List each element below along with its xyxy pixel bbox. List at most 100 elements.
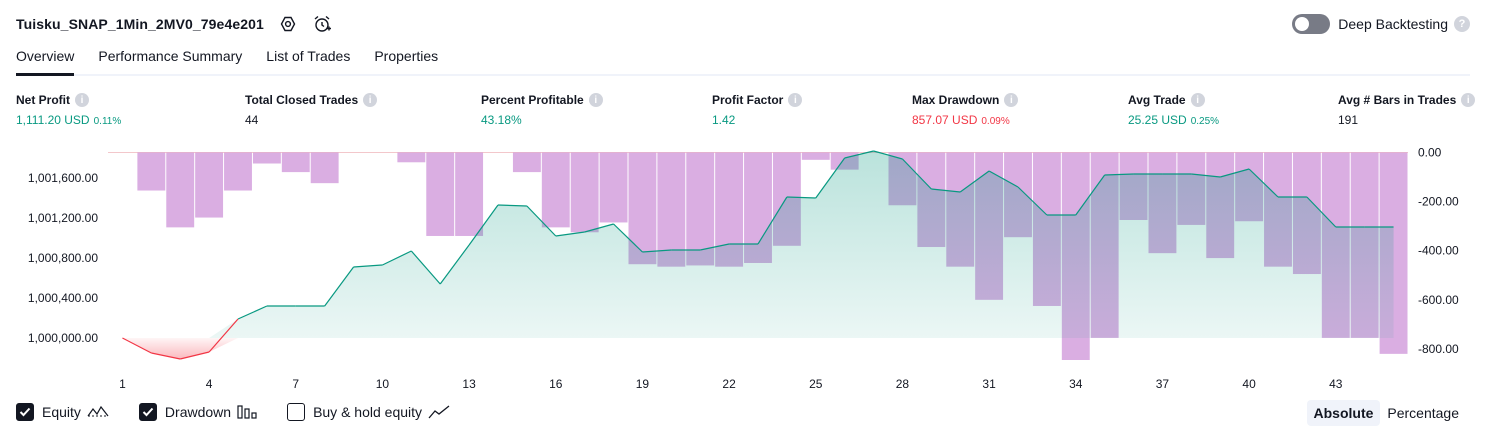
metric-value: 25.25 USD 0.25% [1128,113,1219,127]
drawdown-bar [166,152,195,228]
info-icon[interactable]: i [1461,93,1476,107]
toggle-knob [1295,17,1310,31]
equity-line-segment [584,223,614,233]
drawdown-bar [801,152,830,160]
equity-line-segment [642,249,672,253]
metric-avg-bars-in-trades: Avg # Bars in Trades i 191 [1338,93,1476,127]
absolute-button[interactable]: Absolute [1306,400,1381,426]
right-tick-label: -400.00 [1418,244,1459,258]
right-axis: 0.00 -200.00 -400.00 -600.00 -800.00 [1418,145,1459,355]
left-axis: 1,000,000.00 1,000,400.00 1,000,800.00 1,00… [28,171,98,345]
x-tick-label: 19 [636,377,650,391]
tab-properties[interactable]: Properties [374,48,439,64]
gear-icon[interactable] [278,14,298,34]
help-icon[interactable]: ? [1454,16,1470,32]
drawdown-bar [657,152,686,267]
equity-line-icon [87,404,109,420]
equity-line-segment [757,196,788,245]
tab-list-of-trades[interactable]: List of Trades [266,48,351,64]
legend-equity[interactable]: Equity [16,403,109,421]
metric-value: 43.18% [481,113,603,127]
metric-label: Percent Profitable i [481,93,603,107]
info-icon[interactable]: i [1004,93,1019,107]
drawdown-bar [686,152,715,266]
metric-label: Total Closed Trades i [245,93,378,107]
equity-drawdown-chart[interactable]: 1,000,000.00 1,000,400.00 1,000,800.00 1,00… [0,0,1486,400]
buy-hold-checkbox[interactable] [287,403,306,421]
metric-value-text: 25.25 USD [1128,113,1187,127]
x-tick-label: 22 [722,377,736,391]
drawdown-bar [570,152,599,233]
metric-percent: 0.11% [93,116,122,127]
deep-backtesting-toggle[interactable] [1292,14,1331,34]
left-tick-label: 1,000,000.00 [28,331,98,345]
equity-line-segment [1306,196,1337,228]
metric-value-text: 44 [245,113,259,127]
legend-buy-hold-equity[interactable]: Buy & hold equity [287,403,450,421]
equity-checkbox[interactable] [16,403,34,421]
legend-drawdown[interactable]: Drawdown [138,403,257,421]
equity-line-segment [497,204,527,207]
metric-total-closed-trades: Total Closed Trades i 44 [245,93,378,127]
equity-line-segment [410,250,441,285]
drawdown-bars-icon [237,404,257,420]
info-icon[interactable]: i [588,93,603,107]
x-tick-label: 37 [1156,377,1170,391]
metric-label-text: Avg # Bars in Trades [1338,93,1457,107]
metric-value-text: 191 [1338,113,1359,127]
metric-percent: 0.25% [1190,116,1220,127]
metric-percent: 0.09% [981,116,1010,127]
equity-line-segment [382,250,412,266]
x-tick-label: 1 [119,377,126,391]
equity-line-segment [700,243,730,251]
tab-overview[interactable]: Overview [16,45,75,76]
x-tick-label: 25 [809,377,823,391]
equity-line-segment [555,231,585,237]
percentage-button[interactable]: Percentage [1387,405,1459,421]
info-icon[interactable]: i [363,93,378,107]
drawdown-bar [599,152,628,223]
x-tick-label: 13 [462,377,476,391]
info-icon[interactable]: i [788,93,803,107]
equity-line-segment [786,196,816,199]
equity-line-segment [353,264,383,268]
metric-max-drawdown: Max Drawdown i 857.07 USD 0.09% [912,93,1019,127]
metric-value: 1.42 [712,113,802,127]
buy-hold-line-icon [428,404,450,420]
deep-backtesting-label: Deep Backtesting [1338,16,1448,32]
x-axis: 1 4 7 10 13 16 19 22 25 28 31 34 37 40 43 [119,377,1343,391]
right-tick-label: 0.00 [1418,145,1442,159]
equity-negative-area [122,338,1394,359]
metric-value-text: 1.42 [712,113,736,127]
equity-line-segment [237,305,268,320]
metric-label-text: Max Drawdown [912,93,1000,107]
metric-label: Avg Trade i [1128,93,1219,107]
alarm-clock-add-icon[interactable] [312,14,332,34]
metric-label-text: Avg Trade [1128,93,1186,107]
right-tick-label: -200.00 [1418,195,1459,209]
legend-equity-label: Equity [42,404,81,420]
tab-performance-summary[interactable]: Performance Summary [98,48,243,64]
equity-line-segment [208,318,239,353]
metric-percent-profitable: Percent Profitable i 43.18% [481,93,603,127]
left-tick-label: 1,000,800.00 [28,251,98,265]
equity-line-segment [324,266,355,307]
drawdown-bar [455,152,484,236]
equity-line-segment [122,337,152,354]
drawdown-bar [281,152,310,173]
info-icon[interactable]: i [75,93,89,107]
info-icon[interactable]: i [1190,93,1205,107]
drawdown-bar [541,152,570,228]
metric-label: Net Profit i [16,93,121,107]
metric-value-text: 857.07 USD [912,113,978,127]
display-mode-switch: Absolute Percentage [1306,400,1467,426]
equity-line-segment [1248,168,1279,198]
metric-label: Profit Factor i [712,93,803,107]
x-tick-label: 43 [1329,377,1343,391]
drawdown-checkbox[interactable] [138,403,157,421]
x-tick-label: 28 [896,377,910,391]
equity-line-segment [988,170,1019,188]
metric-value-text: 1,111.20 USD [16,113,90,127]
metric-label-text: Total Closed Trades [245,93,359,107]
equity-line-segment [151,352,181,360]
